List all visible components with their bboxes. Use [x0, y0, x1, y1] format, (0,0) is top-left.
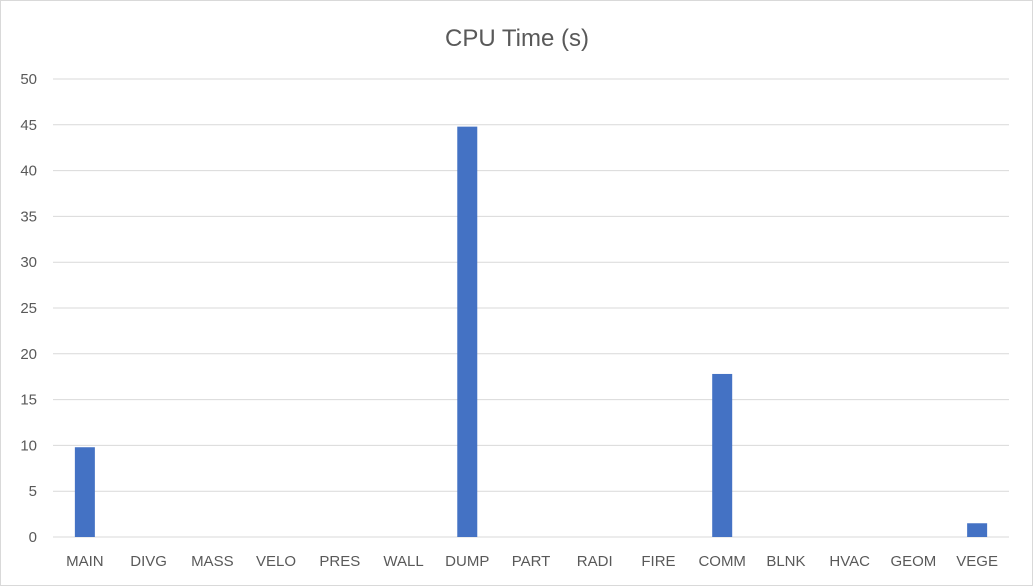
- y-tick-label: 40: [20, 163, 37, 180]
- x-tick-label: WALL: [383, 553, 423, 570]
- y-tick-label: 30: [20, 254, 37, 271]
- bar-comm: [712, 373, 733, 537]
- x-tick-label: HVAC: [829, 553, 870, 570]
- x-tick-label: BLNK: [766, 553, 805, 570]
- x-tick-label: MAIN: [66, 553, 104, 570]
- y-axis-ticks: 0 5 10 15 20 25 30 35 40 45 50: [20, 71, 37, 546]
- chart-title: CPU Time (s): [445, 25, 589, 52]
- x-tick-label: FIRE: [641, 553, 675, 570]
- y-tick-label: 35: [20, 208, 37, 225]
- bar-dump: [457, 126, 478, 537]
- y-tick-label: 45: [20, 117, 37, 134]
- bars: [74, 126, 988, 537]
- y-tick-label: 20: [20, 346, 37, 363]
- x-tick-label: RADI: [577, 553, 613, 570]
- bar-vege: [967, 523, 988, 537]
- x-tick-label: PRES: [319, 553, 360, 570]
- gridlines: [53, 78, 1009, 538]
- x-tick-label: PART: [512, 553, 551, 570]
- x-axis-ticks: MAIN DIVG MASS VELO PRES WALL DUMP PART RADI FIRE…: [66, 553, 998, 570]
- y-tick-label: 5: [29, 483, 37, 500]
- y-tick-label: 10: [20, 437, 37, 454]
- x-tick-label: VEGE: [956, 553, 998, 570]
- x-tick-label: MASS: [191, 553, 234, 570]
- y-tick-label: 50: [20, 71, 37, 88]
- y-tick-label: 0: [29, 529, 37, 546]
- x-tick-label: DIVG: [130, 553, 167, 570]
- x-tick-label: COMM: [698, 553, 746, 570]
- x-tick-label: DUMP: [445, 553, 489, 570]
- y-tick-label: 15: [20, 392, 37, 409]
- bar-main: [74, 447, 95, 537]
- x-tick-label: VELO: [256, 553, 296, 570]
- y-tick-label: 25: [20, 300, 37, 317]
- x-tick-label: GEOM: [890, 553, 936, 570]
